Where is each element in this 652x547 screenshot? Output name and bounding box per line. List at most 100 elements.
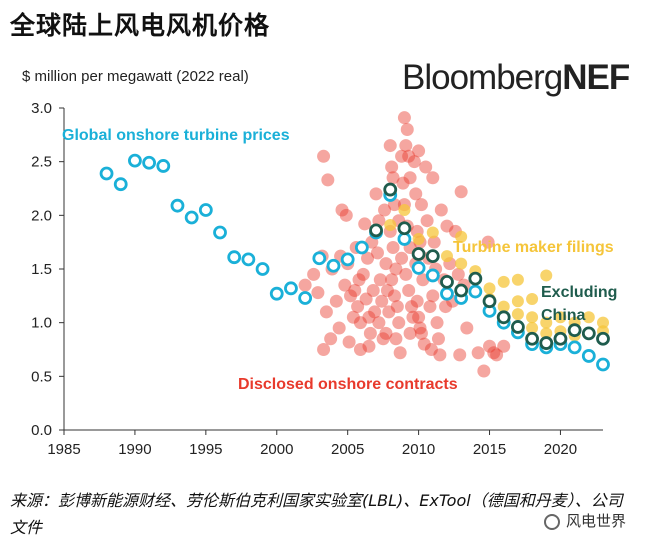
contract-point [385, 160, 399, 174]
global-price-point [99, 166, 114, 181]
contract-point [410, 294, 424, 308]
contract-point [403, 171, 417, 185]
excl-china-point [425, 249, 440, 264]
filing-point [483, 282, 496, 295]
excl-china-point [596, 331, 610, 346]
contract-point [335, 203, 349, 217]
brand-logo: BloombergNEF [402, 58, 630, 97]
x-tick-label: 2005 [331, 441, 364, 458]
contract-point [363, 326, 377, 340]
x-tick-label: 2015 [473, 441, 506, 458]
y-tick-label: 2.0 [31, 207, 52, 224]
contract-point [395, 149, 409, 163]
contract-point [351, 300, 365, 314]
contract-point [497, 339, 511, 353]
source-note: 来源：彭博新能源财经、劳伦斯伯克利国家实验室(LBL)、ExTool（德国和丹麦… [10, 491, 623, 537]
contract-point [379, 326, 393, 340]
filing-point [455, 257, 468, 270]
contract-point [375, 294, 389, 308]
global-price-point [170, 198, 185, 213]
contract-point [407, 155, 421, 169]
contract-point [395, 251, 409, 265]
contract-point [392, 316, 406, 330]
contract-point [348, 283, 362, 297]
contract-point [339, 208, 353, 222]
contract-point [353, 343, 367, 356]
global-price-point [298, 291, 313, 305]
contract-point [481, 235, 495, 249]
y-tick-label: 3.0 [31, 100, 52, 117]
contract-point [426, 171, 440, 185]
global-price-point [411, 261, 426, 275]
excl-china-point [510, 320, 525, 334]
contract-point [400, 122, 414, 136]
contract-point [379, 257, 393, 271]
contract-point [397, 111, 411, 125]
contract-point [344, 289, 358, 303]
contract-point [487, 346, 501, 360]
x-tick-label: 1985 [47, 441, 80, 458]
excl-china-point [383, 182, 398, 197]
y-tick-label: 1.0 [31, 315, 52, 332]
contract-point [409, 187, 423, 201]
page-title: 全球陆上风电风机价格 [10, 11, 271, 40]
contract-point [402, 149, 416, 163]
contract-point [386, 171, 400, 185]
filing-point [497, 275, 510, 288]
global-price-point [255, 262, 270, 276]
contract-point [346, 310, 360, 324]
x-tick-label: 2000 [260, 441, 293, 458]
filing-point [540, 327, 553, 340]
contract-point [362, 339, 376, 353]
contract-point [317, 149, 331, 163]
contract-point [417, 337, 431, 351]
filing-point [540, 316, 553, 329]
global-price-point [227, 250, 242, 265]
filing-point [511, 273, 524, 286]
contract-point [403, 326, 417, 340]
filing-point [554, 311, 567, 324]
contract-point [342, 335, 356, 349]
excl-china-point [581, 326, 596, 341]
filing-point [526, 311, 539, 324]
excl-china-point [440, 274, 454, 289]
contract-point [433, 348, 447, 362]
contract-point [420, 214, 434, 228]
filing-point [526, 293, 539, 306]
wechat-icon [544, 514, 560, 530]
contract-point [324, 332, 338, 346]
contract-point [382, 305, 396, 319]
filing-point [511, 308, 524, 321]
contract-point [311, 286, 325, 300]
contract-point [413, 321, 427, 335]
contract-point [426, 289, 440, 303]
excl-china-point [567, 323, 582, 338]
excl-china-point [411, 247, 426, 261]
contract-point [483, 339, 497, 353]
contract-point [414, 198, 428, 212]
filing-point [440, 250, 453, 263]
global-price-point [596, 357, 610, 372]
contract-point [329, 294, 343, 308]
excl-china-point [496, 310, 511, 325]
contract-point [368, 305, 382, 319]
contract-point [389, 332, 403, 346]
filing-point [511, 295, 524, 308]
global-price-point [326, 258, 341, 273]
contract-point [419, 160, 433, 174]
contract-point [439, 300, 453, 314]
filing-point [597, 316, 609, 329]
contract-point [454, 185, 468, 199]
x-tick-label: 1995 [189, 441, 222, 458]
contract-point [380, 283, 394, 297]
contract-point [307, 267, 321, 281]
annotation-excl-china-2: China [541, 307, 586, 324]
contract-point [386, 241, 400, 255]
contract-point [385, 273, 399, 287]
contract-point [427, 235, 441, 249]
contract-point [402, 283, 416, 297]
filing-point [398, 203, 411, 216]
contract-point [319, 305, 333, 319]
y-tick-label: 0.5 [31, 368, 52, 385]
